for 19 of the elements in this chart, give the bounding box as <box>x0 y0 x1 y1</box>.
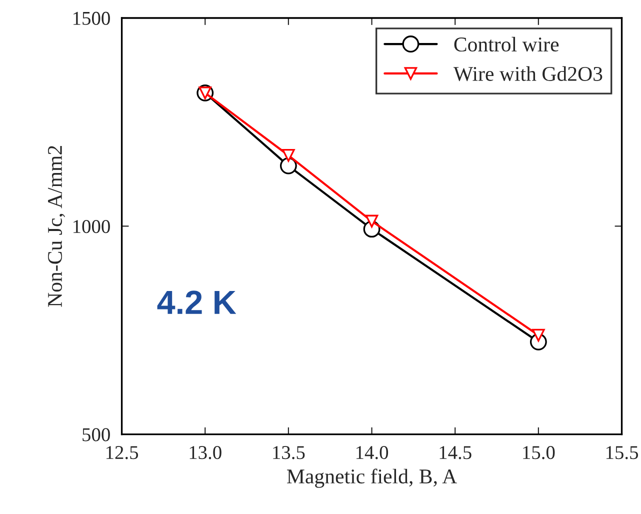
y-tick-label: 1500 <box>74 12 110 25</box>
point <box>532 328 545 342</box>
x-tick-label: 12.5 <box>106 446 138 460</box>
legend-label: Control wire <box>454 36 559 52</box>
y-tick-label: 1000 <box>74 220 110 234</box>
legend-label: Wire with Gd2O3 <box>453 66 602 82</box>
y-tick-label: 500 <box>82 428 110 442</box>
point <box>280 157 297 174</box>
x-tick-label: 15.5 <box>606 446 638 460</box>
point <box>365 214 378 228</box>
x-tick-label: 13.0 <box>190 446 222 460</box>
annotation: 4.2 K <box>157 290 236 314</box>
x-tick-label: 15.0 <box>523 446 555 460</box>
point <box>282 148 295 162</box>
x-axis-title: Magnetic field, B, A <box>287 468 457 488</box>
x-tick-label: 14.5 <box>440 446 472 460</box>
x-tick-label: 13.5 <box>273 446 305 460</box>
y-axis-title: Non-Cu Jc, A/mm2 <box>48 146 65 307</box>
x-tick-label: 14.0 <box>356 446 388 460</box>
